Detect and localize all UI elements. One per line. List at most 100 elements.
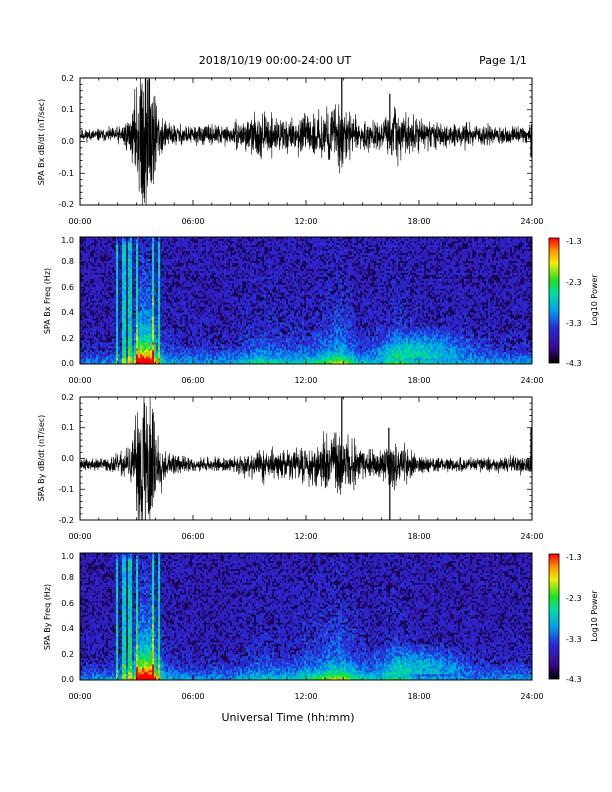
spectrogram-cell [182, 312, 185, 315]
spectrogram-cell [138, 354, 141, 357]
spectrogram-cell [178, 314, 181, 317]
spectrogram-cell [212, 302, 215, 305]
spectrogram-cell [184, 302, 187, 305]
spectrogram-cell [174, 290, 177, 293]
spectrogram-cell [198, 288, 201, 291]
spectrogram-cell [136, 310, 139, 313]
spectrogram-cell [190, 296, 193, 299]
spectrogram-cell [150, 274, 153, 277]
spectrogram-cell [260, 282, 263, 285]
spectrogram-cell [264, 244, 267, 248]
spectrogram-cell [168, 252, 171, 256]
spectrogram-cell [270, 310, 273, 313]
spectrogram-cell [198, 272, 201, 275]
spectrogram-cell [278, 272, 281, 275]
spectrogram-cell [124, 254, 127, 258]
spectrogram-cell [274, 292, 277, 295]
spectrogram-cell [144, 244, 147, 248]
spectrogram-cell [154, 300, 157, 303]
spectrogram-cell [166, 360, 169, 363]
spectrogram-cell [80, 354, 83, 357]
spectrogram-cell [148, 237, 151, 240]
spectrogram-cell [284, 262, 287, 266]
spectrogram-cell [142, 250, 145, 254]
spectrogram-cell [168, 340, 171, 343]
spectrogram-cell [202, 338, 205, 341]
spectrogram-cell [176, 244, 179, 248]
spectrogram-cell [94, 356, 97, 359]
spectrogram-cell [174, 338, 177, 341]
spectrogram-cell [270, 350, 273, 353]
spectrogram-cell [204, 304, 207, 307]
spectrogram-cell [114, 352, 117, 355]
spectrogram-cell [112, 322, 115, 325]
spectrogram-cell [86, 350, 89, 353]
spectrogram-cell [182, 244, 185, 248]
spectrogram-cell [178, 312, 181, 315]
spectrogram-cell [174, 318, 177, 321]
spectrogram-cell [214, 342, 217, 345]
spectrogram-cell [206, 346, 209, 349]
spectrogram-cell [264, 340, 267, 343]
spectrogram-cell [266, 336, 269, 339]
spectrogram-cell [196, 268, 199, 272]
spectrogram-cell [158, 256, 161, 260]
spectrogram-cell [224, 294, 227, 297]
spectrogram-cell [284, 358, 287, 361]
spectrogram-cell [92, 276, 95, 279]
spectrogram-cell [132, 244, 135, 248]
spectrogram-cell [138, 312, 141, 315]
spectrogram-cell [148, 312, 151, 315]
spectrogram-cell [106, 237, 109, 240]
spectrogram-cell [284, 284, 287, 287]
spectrogram-cell [194, 274, 197, 277]
spectrogram-cell [160, 332, 163, 335]
spectrogram-cell [272, 302, 275, 305]
spectrogram-cell [206, 280, 209, 283]
spectrogram-cell [136, 262, 139, 266]
spectrogram-cell [216, 334, 219, 337]
spectrogram-cell [258, 342, 261, 345]
spectrogram-cell [178, 356, 181, 359]
spectrogram-cell [98, 286, 101, 289]
spectrogram-cell [92, 302, 95, 305]
spectrogram-cell [116, 308, 119, 311]
spectrogram-cell [264, 238, 267, 242]
spectrogram-cell [200, 332, 203, 335]
spectrogram-cell [178, 238, 181, 242]
spectrogram-cell [202, 288, 205, 291]
spectrogram-cell [246, 360, 249, 363]
spectrogram-cell [166, 237, 169, 240]
spectrogram-cell [118, 238, 121, 242]
spectrogram-cell [268, 322, 271, 325]
spectrogram-cell [98, 336, 101, 339]
spectrogram-cell [212, 282, 215, 285]
spectrogram-cell [154, 358, 157, 361]
spectrogram-cell [166, 316, 169, 319]
spectrogram-cell [206, 276, 209, 279]
spectrogram-cell [272, 286, 275, 289]
spectrogram-cell [258, 258, 261, 262]
spectrogram-cell [206, 316, 209, 319]
spectrogram-cell [204, 286, 207, 289]
spectrogram-cell [106, 352, 109, 355]
spectrogram-cell [186, 244, 189, 248]
spectrogram-cell [242, 278, 245, 281]
spectrogram-cell [188, 330, 191, 333]
spectrogram-cell [242, 294, 245, 297]
spectrogram-cell [150, 272, 153, 275]
spectrogram-cell [132, 356, 135, 359]
spectrogram-cell [210, 272, 213, 275]
spectrogram-cell [148, 304, 151, 307]
spectrogram-cell [284, 360, 287, 363]
spectrogram-cell [144, 326, 147, 329]
spectrogram-cell [206, 360, 209, 363]
spectrogram-cell [124, 268, 127, 272]
spectrogram-cell [100, 252, 103, 256]
spectrogram-cell [208, 308, 211, 311]
spectrogram-cell [180, 334, 183, 337]
spectrogram-cell [184, 340, 187, 343]
spectrogram-cell [222, 262, 225, 266]
spectrogram-cell [122, 310, 125, 313]
spectrogram-cell [94, 278, 97, 281]
